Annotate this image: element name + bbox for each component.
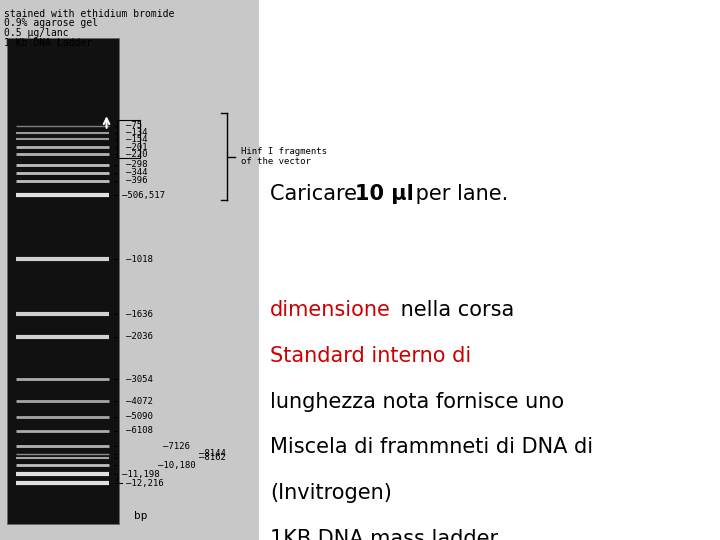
Text: —8162: —8162 [199,454,226,462]
Text: —2036: —2036 [126,333,153,341]
Text: —220: —220 [126,150,148,159]
Text: lunghezza nota fornisce uno: lunghezza nota fornisce uno [270,392,564,411]
Bar [0,0,259,540]
Text: (Invitrogen): (Invitrogen) [270,483,392,503]
Text: bp: bp [134,511,147,521]
Text: per lane.: per lane. [409,184,508,204]
Text: —75: —75 [126,122,142,130]
Text: —6108: —6108 [126,427,153,435]
Text: —5090: —5090 [126,413,153,421]
Text: nella corsa: nella corsa [394,300,514,320]
Text: —1636: —1636 [126,310,153,319]
Text: —1018: —1018 [126,255,153,264]
Text: Standard interno di: Standard interno di [270,346,472,366]
Text: —11,198: —11,198 [122,470,160,478]
Text: —134: —134 [126,129,148,137]
Text: —506,517: —506,517 [122,191,166,200]
Bar [259,0,720,540]
Text: Caricare: Caricare [270,184,364,204]
Text: 10 μl: 10 μl [355,184,414,204]
Text: Miscela di frammneti di DNA di: Miscela di frammneti di DNA di [270,437,593,457]
Text: —201: —201 [126,143,148,152]
Text: 1KB DNA mass ladder: 1KB DNA mass ladder [270,529,498,540]
Text: —10,180: —10,180 [158,461,196,470]
Text: —396: —396 [126,177,148,185]
Text: —8144: —8144 [199,449,226,458]
Text: dimensione: dimensione [270,300,391,320]
Text: 0.9% agarose gel: 0.9% agarose gel [4,18,98,29]
Text: stained with ethidium bromide: stained with ethidium bromide [4,9,174,19]
Text: —12,216: —12,216 [126,479,163,488]
Bar [7,38,119,524]
Text: 0.5 μg/lanc: 0.5 μg/lanc [4,28,68,38]
Text: —3054: —3054 [126,375,153,383]
Text: —154: —154 [126,135,148,144]
Text: —4072: —4072 [126,397,153,406]
Text: 1 Kb DNA Ladder: 1 Kb DNA Ladder [4,38,91,48]
Text: —344: —344 [126,168,148,177]
Text: —298: —298 [126,160,148,169]
Text: —7126: —7126 [163,442,190,450]
Text: Hinf I fragments
of the vector: Hinf I fragments of the vector [241,147,327,166]
